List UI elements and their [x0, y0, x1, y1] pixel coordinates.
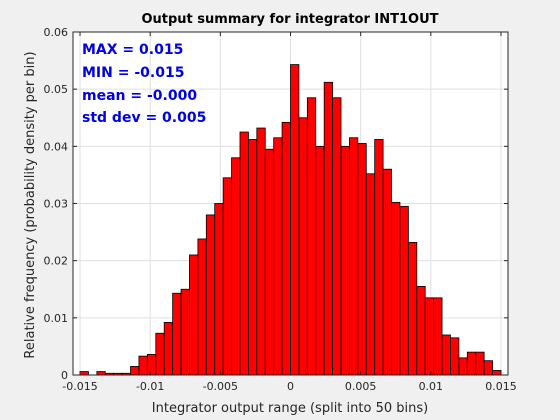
- x-tick-label: -0.01: [136, 380, 164, 393]
- stat-max: MAX = 0.015: [82, 42, 183, 58]
- histogram-bar: [222, 177, 232, 376]
- histogram-bar: [433, 297, 443, 376]
- histogram-bar: [264, 148, 275, 376]
- histogram-bar: [197, 238, 207, 376]
- x-tick-label: 0.005: [345, 380, 377, 393]
- histogram-bar: [365, 173, 376, 376]
- histogram-bar: [349, 137, 359, 376]
- y-tick-label: 0: [61, 369, 68, 382]
- histogram-bar: [214, 203, 224, 376]
- histogram-bar: [306, 97, 317, 376]
- stat-min: MIN = -0.015: [82, 65, 184, 81]
- y-tick-label: 0.02: [44, 255, 69, 268]
- histogram-bar: [273, 137, 283, 376]
- histogram-bar: [138, 355, 148, 376]
- histogram-bar: [475, 351, 485, 376]
- chart-title: Output summary for integrator INT1OUT: [141, 12, 438, 27]
- histogram-bar: [416, 285, 426, 376]
- axis-ticks: [73, 31, 508, 376]
- histogram-bar: [492, 370, 502, 376]
- x-tick-label: -0.005: [203, 380, 238, 393]
- histogram-bar: [323, 81, 333, 376]
- histogram-bar: [290, 64, 300, 376]
- histogram-bar: [441, 334, 451, 376]
- histogram-bar: [382, 168, 392, 376]
- x-axis-label: Integrator output range (split into 50 b…: [152, 401, 428, 416]
- histogram-bar: [172, 292, 182, 376]
- x-tick-label: 0.01: [419, 380, 444, 393]
- histogram-bar: [281, 121, 291, 376]
- histogram-bar: [248, 139, 258, 376]
- histogram-bar: [399, 205, 409, 376]
- histogram-bar: [332, 97, 342, 376]
- histogram-bar: [357, 143, 367, 376]
- histogram-bar: [163, 322, 174, 376]
- histogram-bar: [458, 357, 468, 376]
- y-axis-label: Relative frequency (probability density …: [23, 51, 38, 358]
- histogram-bar: [189, 254, 199, 376]
- histogram-bar: [391, 201, 401, 376]
- histogram-bar: [466, 351, 477, 376]
- histogram-bar: [96, 371, 106, 376]
- stat-std-dev: std dev = 0.005: [82, 110, 206, 126]
- histogram-bar: [256, 127, 266, 376]
- histogram-bars: [79, 64, 502, 376]
- x-tick-label: 0: [287, 380, 294, 393]
- histogram-bar: [180, 288, 190, 376]
- x-tick-labels: -0.015 -0.01 -0.005 0 0.005 0.01 0.015: [62, 380, 516, 393]
- histogram-bar: [340, 145, 350, 376]
- histogram-bar: [231, 157, 241, 376]
- y-tick-label: 0.01: [44, 312, 69, 325]
- y-tick-label: 0.04: [44, 140, 69, 153]
- histogram-bar: [130, 366, 140, 376]
- y-tick-label: 0.06: [44, 26, 69, 39]
- y-tick-label: 0.03: [44, 198, 69, 211]
- histogram-bar: [298, 117, 308, 376]
- histogram-bar: [483, 360, 493, 376]
- histogram-bar: [315, 145, 325, 376]
- histogram-bar: [79, 371, 89, 376]
- histogram-bar: [407, 241, 418, 376]
- y-tick-label: 0.05: [44, 83, 69, 96]
- histogram-bar: [205, 214, 216, 376]
- stat-mean: mean = -0.000: [82, 88, 197, 104]
- x-tick-label: -0.015: [62, 380, 97, 393]
- histogram-bar: [146, 354, 157, 376]
- histogram-bar: [374, 139, 384, 376]
- y-tick-labels: 0 0.01 0.02 0.03 0.04 0.05 0.06: [44, 26, 69, 382]
- histogram-bar: [450, 337, 460, 376]
- histogram-bar: [155, 332, 165, 376]
- x-tick-label: 0.015: [485, 380, 517, 393]
- histogram-bar: [424, 297, 435, 376]
- histogram-bar: [239, 131, 249, 376]
